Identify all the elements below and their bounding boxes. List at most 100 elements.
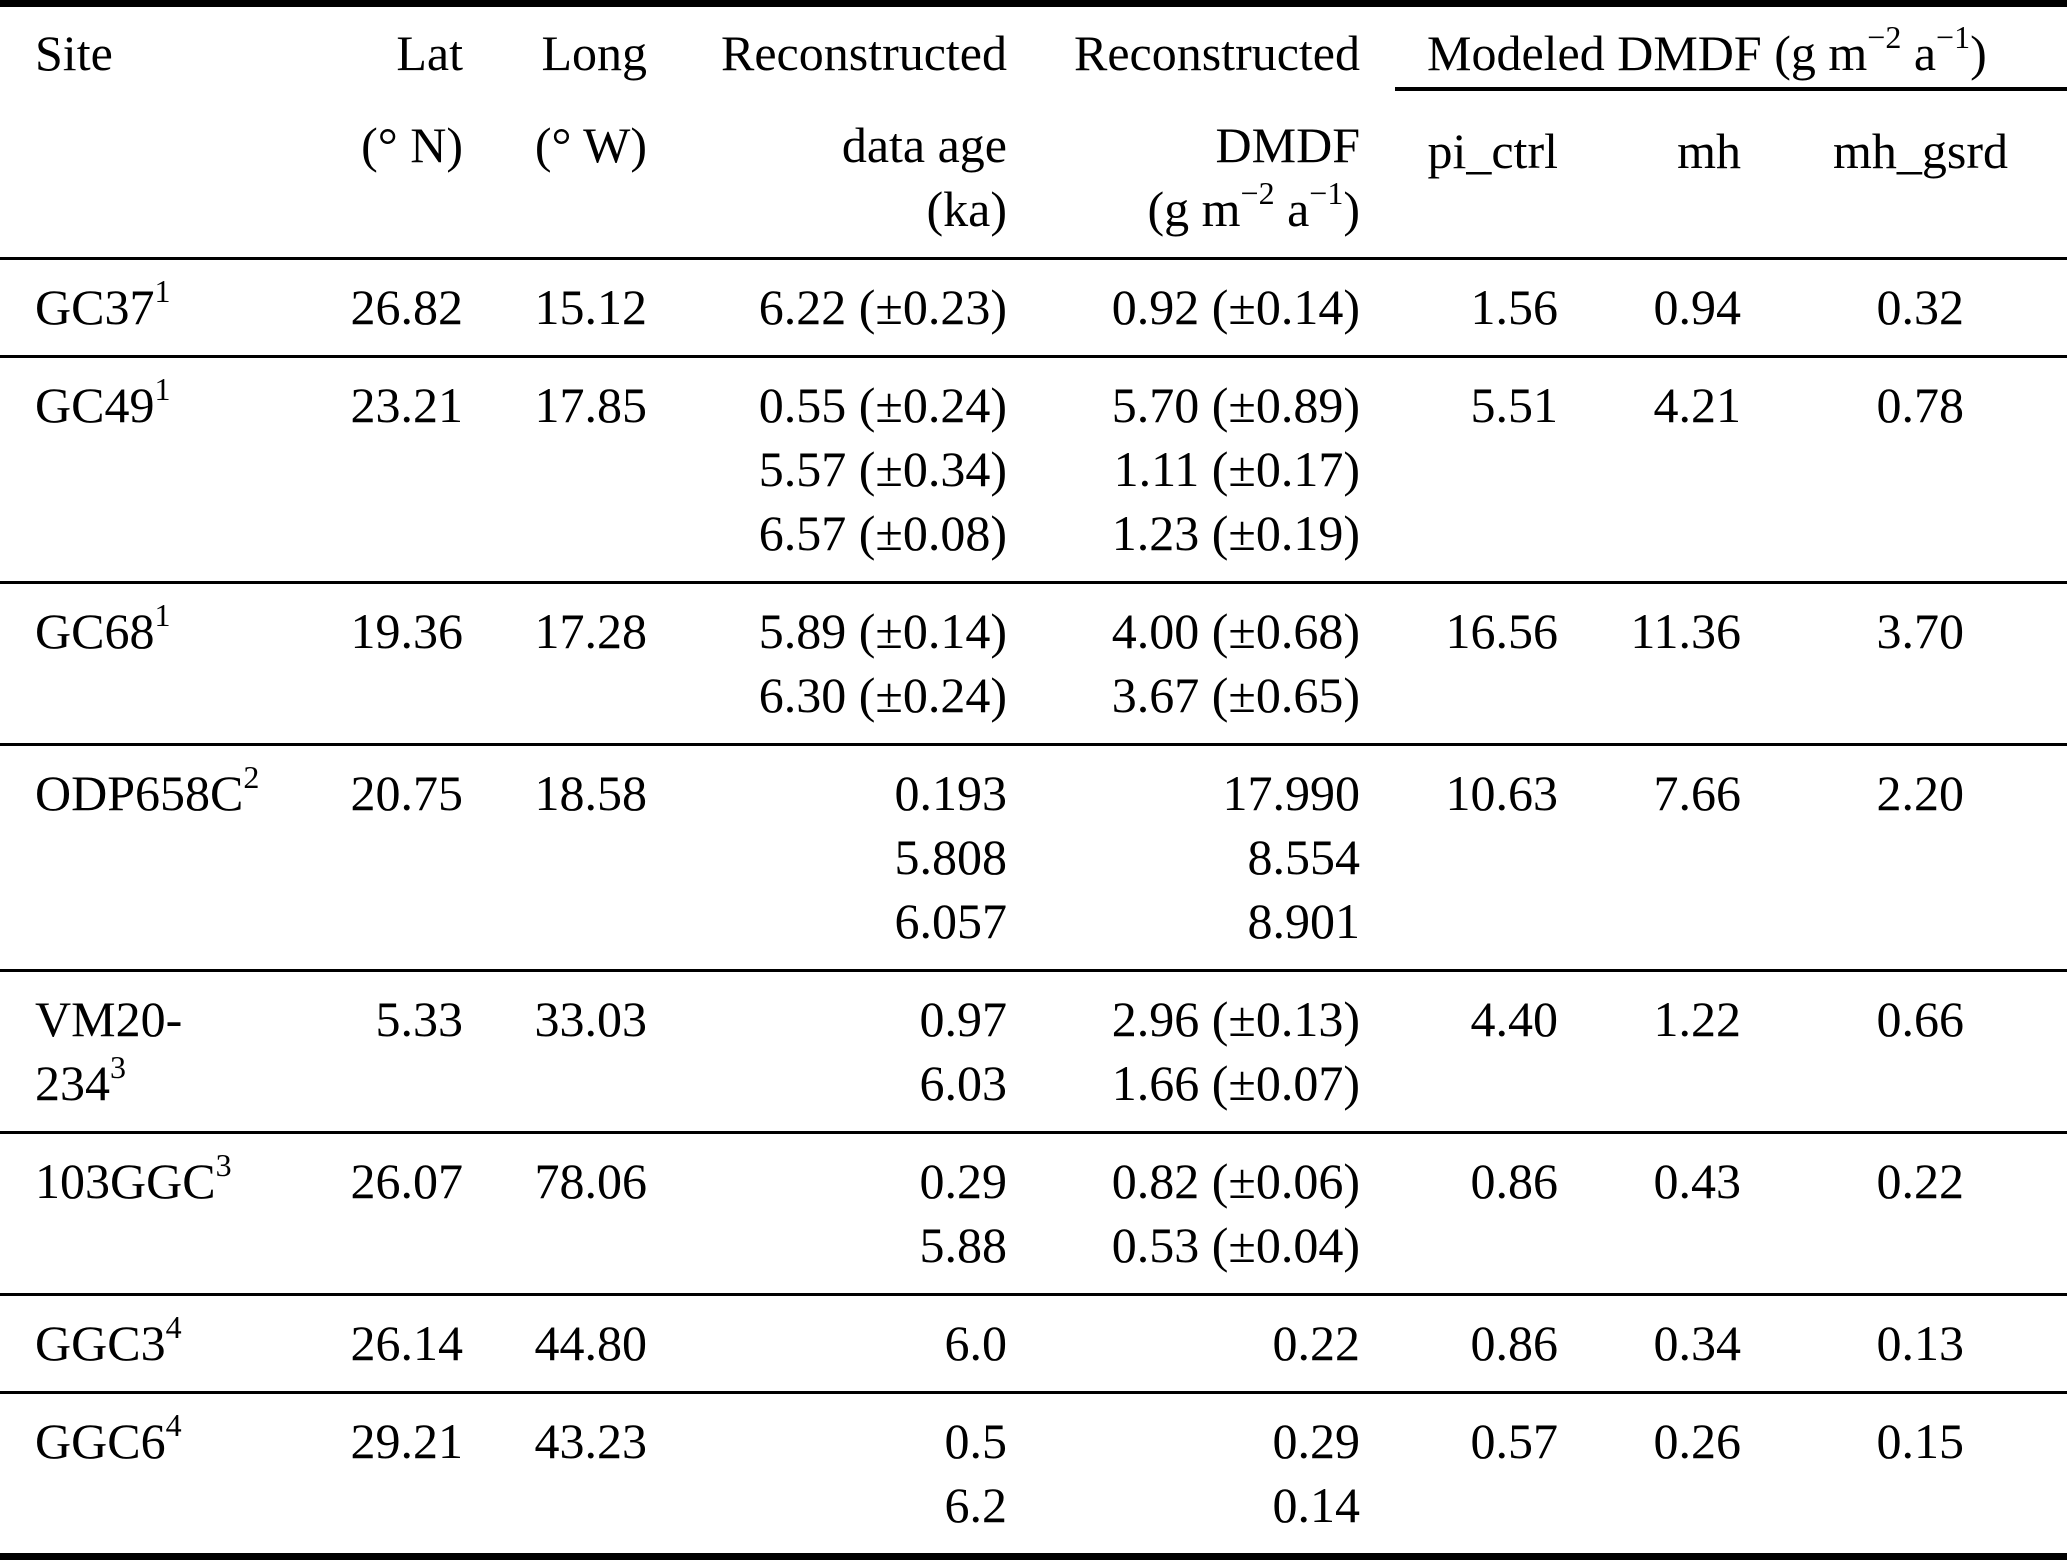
- cell-line: 0.92 (±0.14): [1111, 279, 1360, 335]
- cell-line: 6.30 (±0.24): [758, 667, 1007, 723]
- table-row: ODP658C2 20.75 18.58 0.193 5.808 6.057 17.…: [0, 744, 2067, 971]
- long-cell: 78.06: [534, 1153, 648, 1209]
- reconstructed-dmdf-cell: 4.00 (±0.68) 3.67 (±0.65): [1012, 583, 1365, 745]
- site-header-label: Site: [35, 25, 113, 81]
- site-cell: VM20-2343: [0, 971, 250, 1133]
- cell-line: 0.5: [944, 1413, 1008, 1469]
- long-cell: 17.85: [534, 377, 648, 433]
- cell-line: 5.57 (±0.34): [758, 441, 1007, 497]
- header-row: Site Lat (° N) Long (° W) Reconstructed …: [0, 4, 2067, 259]
- lat-header-unit: (° N): [361, 117, 463, 173]
- lat-cell: 29.21: [350, 1413, 464, 1469]
- table-row: GGC34 26.14 44.80 6.0 0.22 0.86 0.34 0.1…: [0, 1294, 2067, 1393]
- site-footnote-ref: 3: [215, 1147, 232, 1183]
- reconstructed-dmdf-cell: 0.82 (±0.06) 0.53 (±0.04): [1012, 1133, 1365, 1295]
- lat-cell: 23.21: [350, 377, 464, 433]
- site-label: GGC3: [35, 1315, 166, 1371]
- cell-line: 6.22 (±0.23): [758, 279, 1007, 335]
- reconstructed-data-age-cell: 6.0: [652, 1295, 1012, 1393]
- modeled-pi-ctrl-cell: 5.51: [1470, 377, 1559, 433]
- cell-line: 2.96 (±0.13): [1111, 991, 1360, 1047]
- cell-line: 8.554: [1247, 829, 1361, 885]
- modeled-mh-cell: 0.43: [1653, 1153, 1742, 1209]
- table-body: GC371 26.82 15.12 6.22 (±0.23) 0.92 (±0.…: [0, 258, 2067, 1557]
- modeled-mh-gsrd-cell: 0.66: [1876, 991, 1965, 1047]
- long-cell: 15.12: [534, 279, 648, 335]
- modeled-pi-ctrl-cell: 0.57: [1470, 1413, 1559, 1469]
- modeled-mh-gsrd-cell: 0.15: [1876, 1413, 1965, 1469]
- modeled-pi-ctrl-cell: 0.86: [1470, 1153, 1559, 1209]
- cell-line: 0.82 (±0.06): [1111, 1153, 1360, 1209]
- long-cell: 43.23: [534, 1413, 648, 1469]
- cell-line: 0.29: [919, 1153, 1008, 1209]
- modeled-mh-gsrd-cell: 2.20: [1876, 765, 1965, 821]
- cell-line: 5.70 (±0.89): [1111, 377, 1360, 433]
- modeled-mh-gsrd-cell: 3.70: [1876, 603, 1965, 659]
- cell-line: 0.14: [1272, 1477, 1361, 1533]
- lat-cell: 20.75: [350, 765, 464, 821]
- cell-line: 1.66 (±0.07): [1111, 1055, 1360, 1111]
- cell-line: 6.2: [944, 1477, 1008, 1533]
- cell-line: 0.29: [1272, 1413, 1361, 1469]
- cell-line: 8.901: [1247, 893, 1361, 949]
- site-footnote-ref: 4: [165, 1407, 182, 1443]
- reconstructed-data-age-cell: 6.22 (±0.23): [652, 259, 1012, 357]
- reconstructed-dmdf-cell: 0.22: [1012, 1295, 1365, 1393]
- long-header-unit: (° W): [534, 117, 647, 173]
- long-cell: 18.58: [534, 765, 648, 821]
- site-footnote-ref: 4: [165, 1309, 182, 1345]
- table-header: Site Lat (° N) Long (° W) Reconstructed …: [0, 4, 2067, 259]
- site-cell: GC681: [0, 583, 250, 745]
- table-row: GC681 19.36 17.28 5.89 (±0.14) 6.30 (±0.2…: [0, 582, 2067, 745]
- site-label: GC49: [35, 377, 155, 433]
- modeled-mh-gsrd-cell: 0.78: [1876, 377, 1965, 433]
- modeled-pi-ctrl-cell: 1.56: [1470, 279, 1559, 335]
- long-cell: 44.80: [534, 1315, 648, 1371]
- cell-line: 3.67 (±0.65): [1111, 667, 1360, 723]
- modeled-mh-cell: 0.26: [1653, 1413, 1742, 1469]
- long-cell: 17.28: [534, 603, 648, 659]
- site-label: ODP658C: [35, 765, 244, 821]
- site-footnote-ref: 2: [243, 759, 260, 795]
- cell-line: 6.03: [919, 1055, 1008, 1111]
- age-header-unit: (ka): [926, 181, 1008, 237]
- cell-line: 0.22: [1272, 1315, 1361, 1371]
- modeled-mh-gsrd-cell: 0.13: [1876, 1315, 1965, 1371]
- cell-line: 5.89 (±0.14): [758, 603, 1007, 659]
- lat-cell: 5.33: [375, 991, 464, 1047]
- site-label: VM20-234: [35, 991, 183, 1111]
- dmdf-header-unit: (g m−2 a−1): [1147, 175, 1361, 237]
- modeled-mh-cell: 0.34: [1653, 1315, 1742, 1371]
- reconstructed-data-age-cell: 0.193 5.808 6.057: [652, 745, 1012, 971]
- site-cell: GC371: [0, 259, 250, 357]
- table-row: 103GGC3 26.07 78.06 0.29 5.88 0.82 (±0.06…: [0, 1132, 2067, 1295]
- subcol-header-pi-ctrl: pi_ctrl: [1427, 123, 1558, 179]
- table-row: VM20-2343 5.33 33.03 0.97 6.03 2.96 (±0.1…: [0, 970, 2067, 1133]
- modeled-dmdf-group-label: Modeled DMDF (g m−2 a−1): [1395, 21, 2067, 91]
- modeled-mh-gsrd-cell: 0.32: [1876, 279, 1965, 335]
- site-cell: 103GGC3: [0, 1133, 250, 1295]
- reconstructed-data-age-cell: 0.5 6.2: [652, 1393, 1012, 1557]
- col-header-lat: Lat (° N): [250, 4, 468, 259]
- lat-cell: 26.82: [350, 279, 464, 335]
- site-label: GGC6: [35, 1413, 166, 1469]
- subcol-header-mh: mh: [1677, 123, 1741, 179]
- cell-line: 0.193: [894, 765, 1008, 821]
- col-header-reconstructed-data-age: Reconstructed data age (ka): [652, 4, 1012, 259]
- modeled-pi-ctrl-cell: 10.63: [1445, 765, 1559, 821]
- table-row: GC491 23.21 17.85 0.55 (±0.24) 5.57 (±0.3…: [0, 356, 2067, 583]
- cell-line: 0.97: [919, 991, 1008, 1047]
- site-label: GC37: [35, 279, 155, 335]
- modeled-mh-gsrd-cell: 0.22: [1876, 1153, 1965, 1209]
- col-header-site: Site: [0, 4, 250, 259]
- reconstructed-dmdf-cell: 0.92 (±0.14): [1012, 259, 1365, 357]
- cell-line: 4.00 (±0.68): [1111, 603, 1360, 659]
- site-cell: GGC64: [0, 1393, 250, 1557]
- cell-line: 0.53 (±0.04): [1111, 1217, 1360, 1273]
- site-footnote-ref: 1: [154, 273, 171, 309]
- reconstructed-data-age-cell: 0.29 5.88: [652, 1133, 1012, 1295]
- reconstructed-data-age-cell: 0.55 (±0.24) 5.57 (±0.34) 6.57 (±0.08): [652, 357, 1012, 583]
- reconstructed-dmdf-cell: 17.990 8.554 8.901: [1012, 745, 1365, 971]
- modeled-pi-ctrl-cell: 4.40: [1470, 991, 1559, 1047]
